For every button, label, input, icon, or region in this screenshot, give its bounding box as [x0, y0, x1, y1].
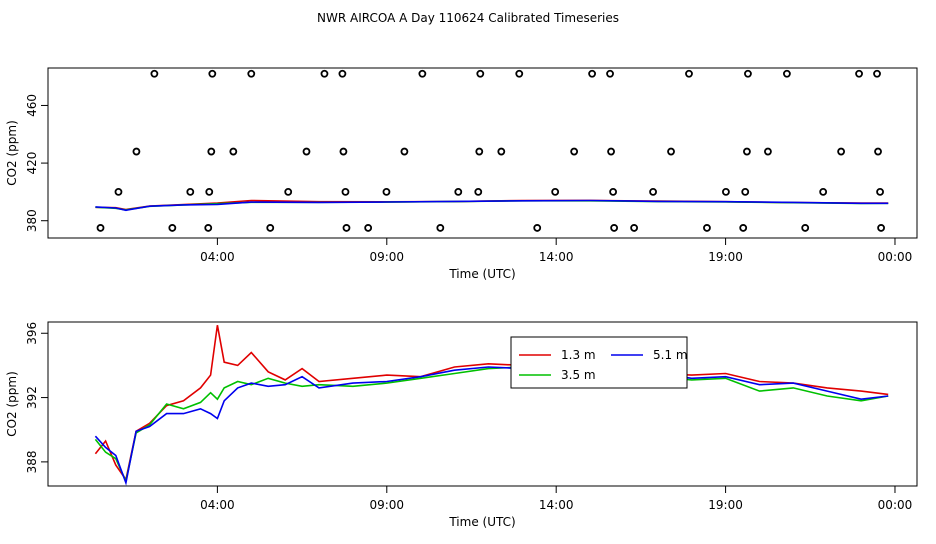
x-tick-label: 19:00 [708, 250, 743, 264]
y-tick-label: 392 [25, 386, 39, 409]
scatter-point [320, 69, 329, 78]
scatter-point [454, 187, 463, 196]
scatter-point [114, 187, 123, 196]
scatter-point [247, 69, 256, 78]
scatter-point [436, 224, 445, 232]
y-tick-label: 460 [25, 94, 39, 117]
scatter-point [474, 187, 483, 196]
x-tick-label: 14:00 [539, 250, 574, 264]
scatter-point [339, 147, 348, 156]
x-tick-label: 19:00 [708, 498, 743, 512]
scatter-point [722, 187, 730, 196]
x-tick-label: 04:00 [200, 250, 235, 264]
scatter-point [570, 147, 579, 156]
legend-label: 1.3 m [561, 348, 596, 362]
scatter-point [801, 224, 810, 232]
scatter-point [475, 147, 484, 156]
legend-box [510, 336, 688, 389]
scatter-point [873, 69, 881, 78]
y-tick-label: 388 [25, 450, 39, 473]
scatter-point [685, 69, 693, 78]
scatter-point [338, 69, 347, 78]
scatter-point [476, 69, 485, 78]
x-axis-label: Time (UTC) [448, 267, 515, 281]
scatter-point [207, 147, 216, 156]
legend-label: 5.1 m [653, 348, 688, 362]
scatter-point [739, 224, 748, 232]
scatter-point [703, 224, 711, 232]
y-axis-label: CO2 (ppm) [5, 120, 19, 186]
legend-label: 3.5 m [561, 368, 596, 382]
scatter-point [551, 187, 560, 196]
scatter-point [284, 187, 293, 196]
y-tick-label: 420 [25, 152, 39, 175]
scatter-point [208, 69, 217, 78]
scatter-point [609, 187, 618, 196]
scatter-point [382, 187, 391, 196]
x-tick-label: 00:00 [878, 498, 913, 512]
scatter-point [764, 147, 772, 156]
scatter-point [876, 187, 884, 196]
scatter-point [186, 187, 195, 196]
scatter-point [266, 224, 275, 232]
x-tick-label: 09:00 [369, 498, 404, 512]
scatter-point [204, 224, 213, 232]
scatter-point [744, 69, 752, 78]
scatter-point [606, 69, 614, 78]
y-axis-label: CO2 (ppm) [5, 371, 19, 437]
series-line [95, 199, 889, 212]
scatter-point [877, 224, 885, 232]
scatter-point [743, 147, 751, 156]
x-tick-label: 14:00 [539, 498, 574, 512]
scatter-point [400, 147, 409, 156]
scatter-point [667, 147, 675, 156]
x-tick-label: 09:00 [369, 250, 404, 264]
scatter-point [302, 147, 311, 156]
plot-frame [47, 67, 918, 239]
scatter-point [607, 147, 615, 156]
scatter-point [515, 69, 524, 78]
scatter-point [497, 147, 506, 156]
scatter-point [649, 187, 657, 196]
scatter-point [96, 224, 105, 232]
scatter-point [588, 69, 596, 78]
scatter-point [150, 69, 159, 78]
scatter-point [342, 224, 351, 232]
x-axis-label: Time (UTC) [448, 515, 515, 529]
scatter-point [610, 224, 619, 232]
scatter-point [783, 69, 791, 78]
scatter-point [341, 187, 350, 196]
scatter-point [168, 224, 177, 232]
y-tick-label: 396 [25, 322, 39, 345]
scatter-point [630, 224, 639, 232]
y-tick-label: 380 [25, 209, 39, 232]
scatter-point [132, 147, 141, 156]
scatter-point [819, 187, 828, 196]
scatter-point [229, 147, 238, 156]
scatter-point [855, 69, 863, 78]
scatter-point [418, 69, 427, 78]
plot-frame [47, 321, 918, 487]
scatter-point [837, 147, 846, 156]
x-tick-label: 04:00 [200, 498, 235, 512]
page-title: NWR AIRCOA A Day 110624 Calibrated Times… [317, 11, 619, 25]
x-tick-label: 00:00 [878, 250, 913, 264]
scatter-point [533, 224, 542, 232]
scatter-point [205, 187, 214, 196]
scatter-point [741, 187, 750, 196]
series-line [94, 359, 889, 486]
scatter-point [874, 147, 882, 156]
scatter-point [364, 224, 373, 232]
